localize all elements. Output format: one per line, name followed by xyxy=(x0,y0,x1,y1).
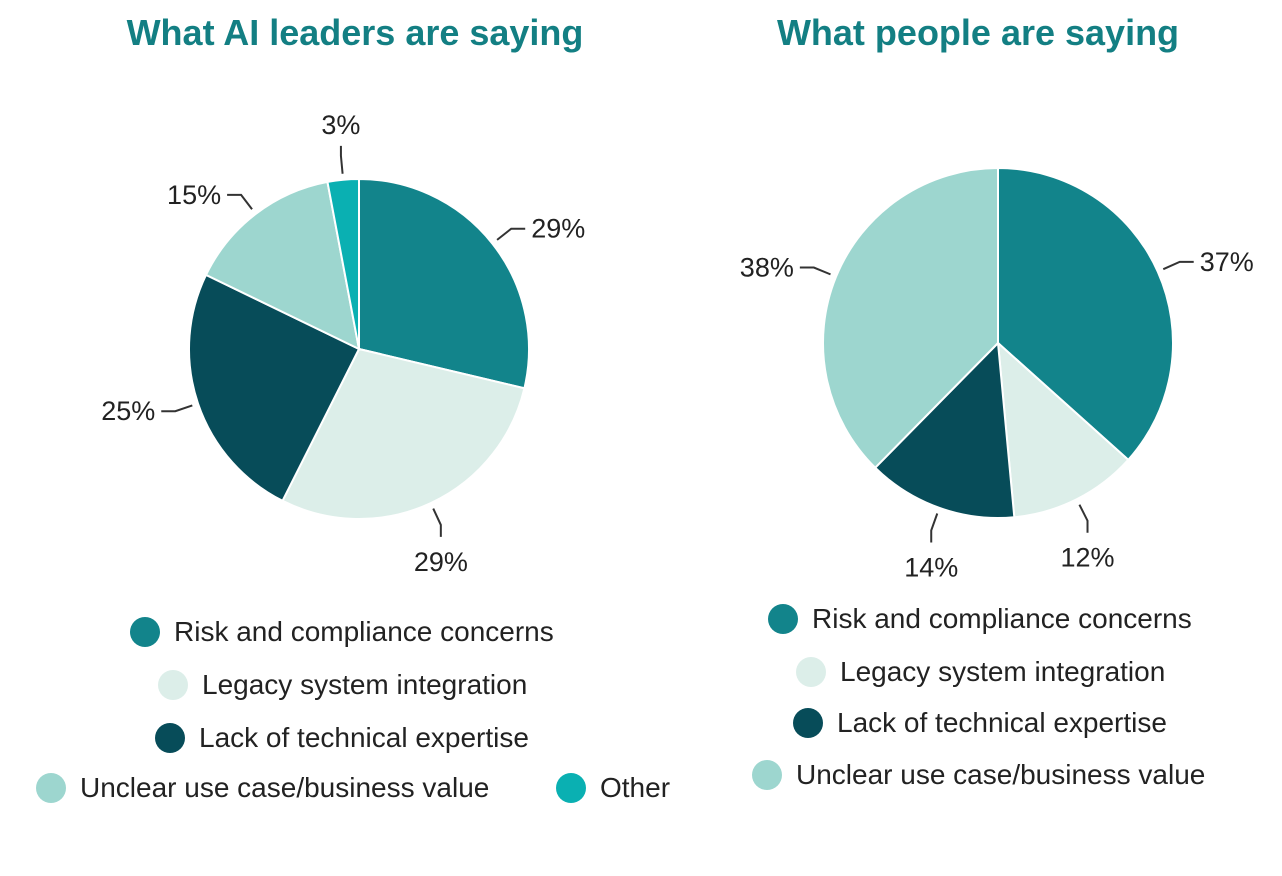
pie-slice-expertise xyxy=(873,340,1016,519)
pie-slice-other xyxy=(326,177,360,350)
pie-slice-risk xyxy=(358,177,530,390)
legend-dot xyxy=(158,670,188,700)
legend-dot xyxy=(155,723,185,753)
legend-label: Legacy system integration xyxy=(202,669,528,700)
legend-item-unclear-people: Unclear use case/business value xyxy=(752,759,1205,791)
leader-line-risk xyxy=(496,227,526,241)
pie-slice-unclear xyxy=(204,180,361,351)
data-label-risk: 37% xyxy=(1200,247,1254,277)
leader-line-expertise xyxy=(930,513,939,543)
leader-line-expertise xyxy=(161,404,193,413)
pie-slice-risk xyxy=(997,166,1174,462)
leader-line-unclear xyxy=(227,193,253,210)
leader-line-risk xyxy=(1162,260,1194,271)
legend-dot xyxy=(752,760,782,790)
pie-slice-expertise xyxy=(188,273,361,503)
data-label-risk: 29% xyxy=(531,214,585,244)
leader-line-unclear xyxy=(799,266,831,276)
legend-item-other-leaders: Other xyxy=(556,772,670,804)
legend-item-unclear-leaders: Unclear use case/business value xyxy=(36,772,489,804)
legend-dot xyxy=(556,773,586,803)
pie-slice-legacy xyxy=(996,340,1130,519)
legend-item-expertise-people: Lack of technical expertise xyxy=(793,707,1167,739)
pie-slice-unclear xyxy=(822,166,999,470)
chart-title-leaders: What AI leaders are saying xyxy=(126,12,584,53)
leader-line-legacy xyxy=(432,508,442,537)
legend-dot xyxy=(768,604,798,634)
data-label-expertise: 25% xyxy=(101,396,155,426)
legend-dot xyxy=(36,773,66,803)
leader-line-other xyxy=(339,145,344,174)
legend-item-legacy-people: Legacy system integration xyxy=(796,656,1165,688)
legend-label: Lack of technical expertise xyxy=(199,722,529,753)
legend-label: Lack of technical expertise xyxy=(837,707,1167,738)
leader-line-legacy xyxy=(1078,504,1089,533)
legend-label: Risk and compliance concerns xyxy=(174,616,554,647)
legend-label: Unclear use case/business value xyxy=(80,772,490,803)
data-label-legacy: 12% xyxy=(1060,543,1114,573)
legend-item-risk-leaders: Risk and compliance concerns xyxy=(130,616,554,648)
legend-item-expertise-leaders: Lack of technical expertise xyxy=(155,722,529,754)
legend-label: Unclear use case/business value xyxy=(796,759,1206,790)
legend-label: Legacy system integration xyxy=(840,656,1166,687)
legend-label: Risk and compliance concerns xyxy=(812,603,1192,634)
data-label-expertise: 14% xyxy=(904,552,958,582)
data-label-unclear: 38% xyxy=(740,253,794,283)
data-label-other: 3% xyxy=(321,110,360,140)
legend-dot xyxy=(130,617,160,647)
pie-slice-legacy xyxy=(281,347,526,520)
legend-item-legacy-leaders: Legacy system integration xyxy=(158,669,527,701)
data-label-legacy: 29% xyxy=(414,547,468,577)
legend-dot xyxy=(793,708,823,738)
legend-dot xyxy=(796,657,826,687)
chart-title-people: What people are saying xyxy=(776,12,1180,53)
data-label-unclear: 15% xyxy=(167,180,221,210)
legend-label: Other xyxy=(600,772,671,803)
legend-item-risk-people: Risk and compliance concerns xyxy=(768,603,1192,635)
